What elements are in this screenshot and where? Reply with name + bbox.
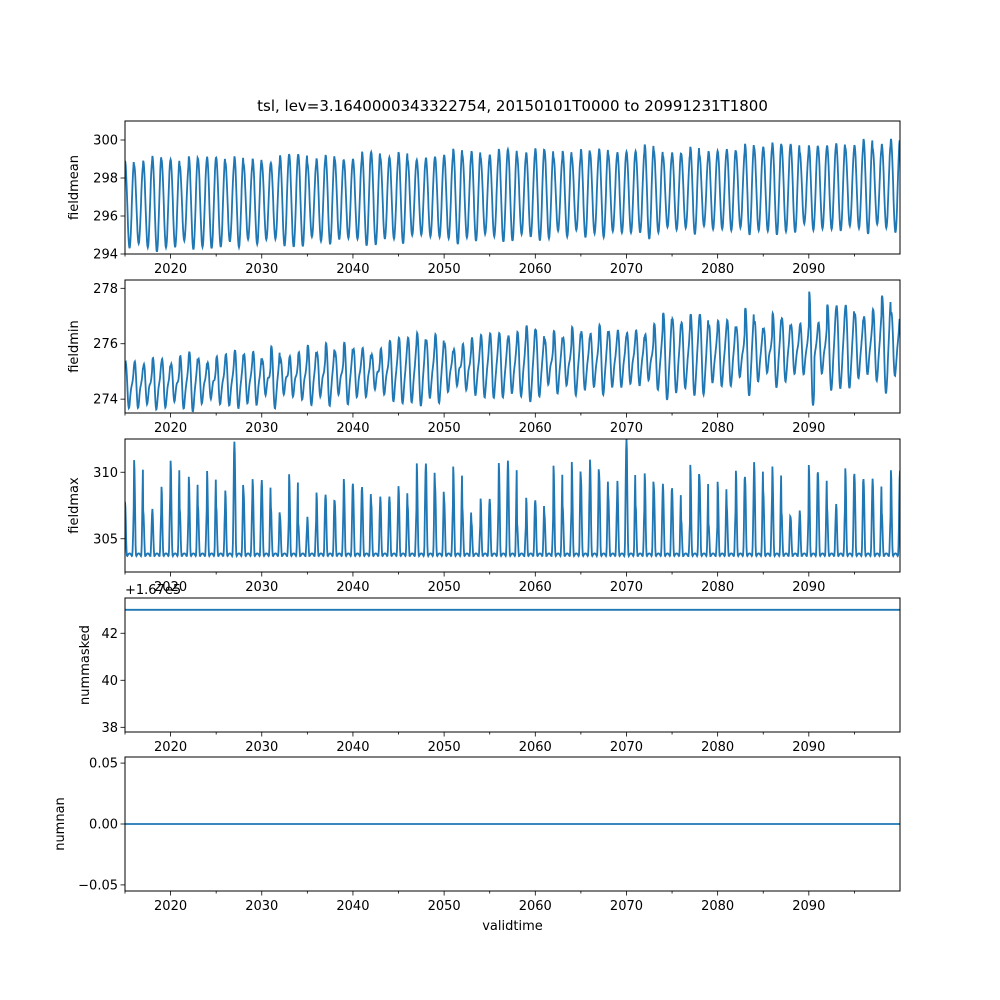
x-axis-label: validtime (482, 919, 543, 934)
x-tick-label: 2030 (245, 421, 278, 436)
y-axis-label: fieldmean (67, 155, 82, 220)
x-tick-label: 2060 (519, 421, 552, 436)
axes-frame-fieldmean (124, 120, 901, 255)
x-tick-label: 2040 (336, 262, 369, 277)
y-tick-label: 274 (93, 393, 118, 408)
x-tick-label: 2070 (610, 421, 643, 436)
x-tick-label: 2060 (519, 262, 552, 277)
x-tick-label: 2020 (154, 421, 187, 436)
y-tick-label: 0.00 (89, 818, 118, 833)
x-tick-label: 2040 (336, 580, 369, 595)
y-tick-label: 310 (93, 466, 118, 481)
x-tick-label: 2070 (610, 899, 643, 914)
axes-frame-nummasked (124, 597, 901, 733)
x-tick-label: 2050 (428, 421, 461, 436)
x-tick-label: 2060 (519, 740, 552, 755)
x-tick-label: 2050 (428, 580, 461, 595)
x-tick-label: 2070 (610, 262, 643, 277)
series-line-fieldmean (125, 138, 900, 253)
offset-text: +1.67e5 (125, 583, 181, 598)
y-tick-label: 42 (101, 627, 118, 642)
x-tick-label: 2080 (701, 262, 734, 277)
y-tick-label: 40 (101, 674, 118, 689)
x-tick-label: 2060 (519, 899, 552, 914)
y-axis-label: nummasked (78, 625, 93, 705)
x-tick-label: 2050 (428, 740, 461, 755)
series-line-fieldmax (125, 439, 900, 559)
chart-title: tsl, lev=3.1640000343322754, 20150101T00… (257, 97, 768, 115)
x-tick-label: 2090 (792, 740, 825, 755)
axes-frame-fieldmax (124, 438, 901, 573)
y-axis-label: numnan (53, 797, 68, 851)
y-tick-label: 0.05 (89, 757, 118, 772)
y-axis-label: fieldmax (67, 477, 82, 534)
x-tick-label: 2060 (519, 580, 552, 595)
panel-numnan: 2020 2030 2040 2050 2060 2070 2080 2090 −0.05 0.0… (53, 756, 901, 934)
x-tick-label: 2090 (792, 421, 825, 436)
x-tick-label: 2030 (245, 262, 278, 277)
x-tick-label: 2090 (792, 580, 825, 595)
y-tick-label: 276 (93, 337, 118, 352)
x-tick-label: 2070 (610, 580, 643, 595)
y-tick-label: 278 (93, 282, 118, 297)
x-tick-label: 2020 (154, 580, 187, 595)
x-tick-label: 2080 (701, 421, 734, 436)
axes-frame-fieldmin (124, 279, 901, 414)
x-tick-label: 2040 (336, 740, 369, 755)
panel-fieldmax: 2020 2030 2040 2050 2060 2070 2080 2090 305 310 fi… (67, 438, 901, 595)
x-tick-label: 2050 (428, 262, 461, 277)
x-tick-label: 2020 (154, 899, 187, 914)
y-tick-label: 294 (93, 248, 118, 263)
y-tick-label: 38 (101, 721, 118, 736)
x-tick-label: 2030 (245, 899, 278, 914)
y-tick-label: 305 (93, 532, 118, 547)
y-tick-label: 298 (93, 172, 118, 187)
x-tick-label: 2040 (336, 899, 369, 914)
panel-nummasked: 2020 2030 2040 2050 2060 2070 2080 2090 38 40 42 nu… (78, 583, 901, 755)
x-tick-label: 2090 (792, 899, 825, 914)
x-tick-label: 2030 (245, 580, 278, 595)
x-tick-label: 2080 (701, 899, 734, 914)
x-tick-label: 2020 (154, 740, 187, 755)
x-tick-label: 2080 (701, 580, 734, 595)
y-axis-label: fieldmin (67, 320, 82, 373)
panel-fieldmin: 2020 2030 2040 2050 2060 2070 2080 2090 274 276 27… (67, 279, 901, 436)
x-tick-label: 2070 (610, 740, 643, 755)
y-tick-label: 300 (93, 134, 118, 149)
x-tick-label: 2050 (428, 899, 461, 914)
x-tick-label: 2040 (336, 421, 369, 436)
x-tick-label: 2080 (701, 740, 734, 755)
x-tick-label: 2090 (792, 262, 825, 277)
panel-fieldmean: 2020 2030 2040 2050 2060 2070 2080 2090 294 296 29… (67, 97, 901, 277)
y-tick-label: −0.05 (78, 878, 118, 893)
y-tick-label: 296 (93, 210, 118, 225)
x-tick-label: 2020 (154, 262, 187, 277)
series-line-fieldmin (125, 291, 900, 413)
x-tick-label: 2030 (245, 740, 278, 755)
